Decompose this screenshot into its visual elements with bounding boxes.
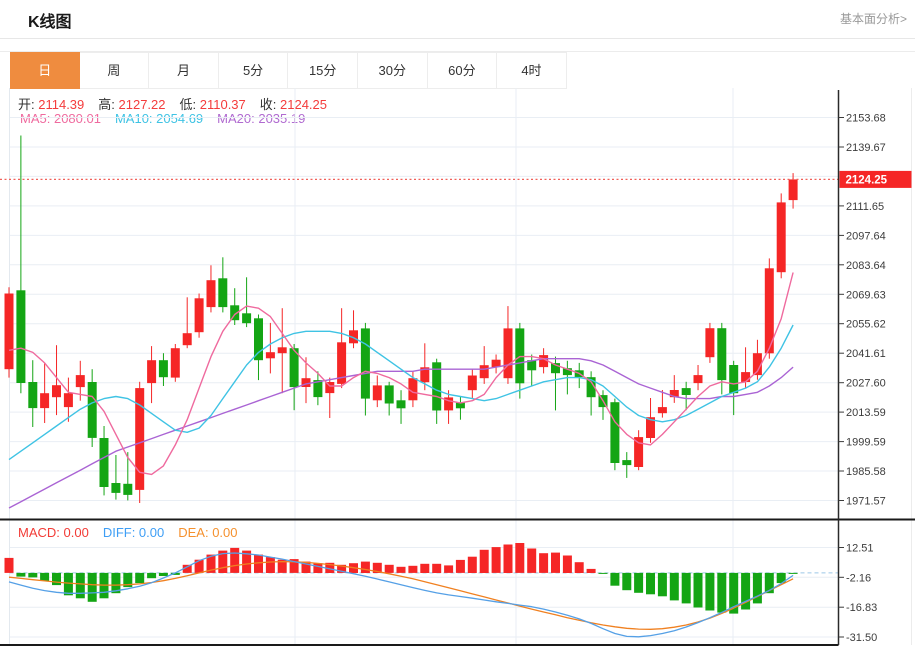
ma-ma20: MA20: 2035.19 — [217, 111, 306, 126]
diff-line — [8, 552, 794, 638]
ma-ma10: MA10: 2054.69 — [114, 111, 204, 126]
macd-diff: DIFF: 0.00 — [102, 525, 165, 540]
axis-label: -16.83 — [846, 602, 877, 614]
axis-label: 1999.59 — [846, 437, 886, 449]
axis-label: -31.50 — [846, 632, 877, 644]
current-price-box — [839, 170, 912, 188]
axis-label: 2153.68 — [846, 113, 886, 125]
header-divider — [0, 38, 915, 39]
period-tabs: 日周月 5分 15分 30分 60分 4时 — [0, 51, 915, 89]
axis-label: 1985.58 — [846, 466, 886, 478]
ma5-line — [8, 272, 794, 476]
ma10-line — [8, 324, 794, 461]
axis-label: 2041.61 — [846, 348, 886, 360]
macd-dea: DEA: 0.00 — [178, 525, 238, 540]
axis-label: 12.51 — [846, 543, 874, 555]
tab-60min[interactable]: 60分 — [427, 52, 498, 89]
tab-5min[interactable]: 5分 — [218, 52, 289, 89]
axis-label: 2083.64 — [846, 260, 886, 272]
ohlc-high: 高: 2127.22 — [98, 97, 166, 112]
ohlc-low: 低: 2110.37 — [179, 97, 246, 112]
ma-ma5: MA5: 2080.01 — [20, 111, 101, 126]
macd-histogram — [4, 543, 798, 614]
macd-legend: MACD: 0.00 DIFF: 0.00 DEA: 0.00 — [18, 525, 252, 540]
candles — [4, 135, 798, 503]
current-price-label: 2124.25 — [846, 174, 888, 186]
tab-month[interactable]: 月 — [149, 52, 219, 89]
ohlc-legend: 开: 2114.39 高: 2127.22 低: 2110.37 收: 2124.25 — [18, 94, 341, 113]
axis-label: 1971.57 — [846, 496, 886, 508]
tab-4hour[interactable]: 4时 — [497, 52, 567, 89]
ohlc-open: 开: 2114.39 — [18, 97, 85, 112]
axis-label: 2139.67 — [846, 142, 886, 154]
ohlc-close: 收: 2124.25 — [259, 97, 327, 112]
fundamental-analysis-link[interactable]: 基本面分析> — [839, 12, 907, 26]
axis-label: 2013.59 — [846, 407, 886, 419]
axis-label: 2069.63 — [846, 289, 886, 301]
kline-chart[interactable]: 2153.68 2139.67 2111.65 2097.64 2083.64 2069.… — [0, 88, 915, 651]
page-title: K线图 — [28, 14, 72, 31]
ma20-line — [8, 358, 794, 509]
tab-week[interactable]: 周 — [79, 52, 150, 89]
axis-label: 2111.65 — [846, 201, 884, 213]
axis-label: 2055.62 — [846, 319, 886, 331]
tab-15min[interactable]: 15分 — [288, 52, 358, 89]
tab-30min[interactable]: 30分 — [357, 52, 428, 89]
ma-legend: MA5: 2080.01 MA10: 2054.69 MA20: 2035.19 — [20, 111, 319, 126]
axis-label: -2.16 — [846, 572, 871, 584]
macd-macd: MACD: 0.00 — [18, 525, 89, 540]
axis-label: 2097.64 — [846, 230, 886, 242]
axis-label: 2027.60 — [846, 378, 886, 390]
dea-line — [8, 560, 794, 630]
tab-day[interactable]: 日 — [10, 52, 80, 89]
